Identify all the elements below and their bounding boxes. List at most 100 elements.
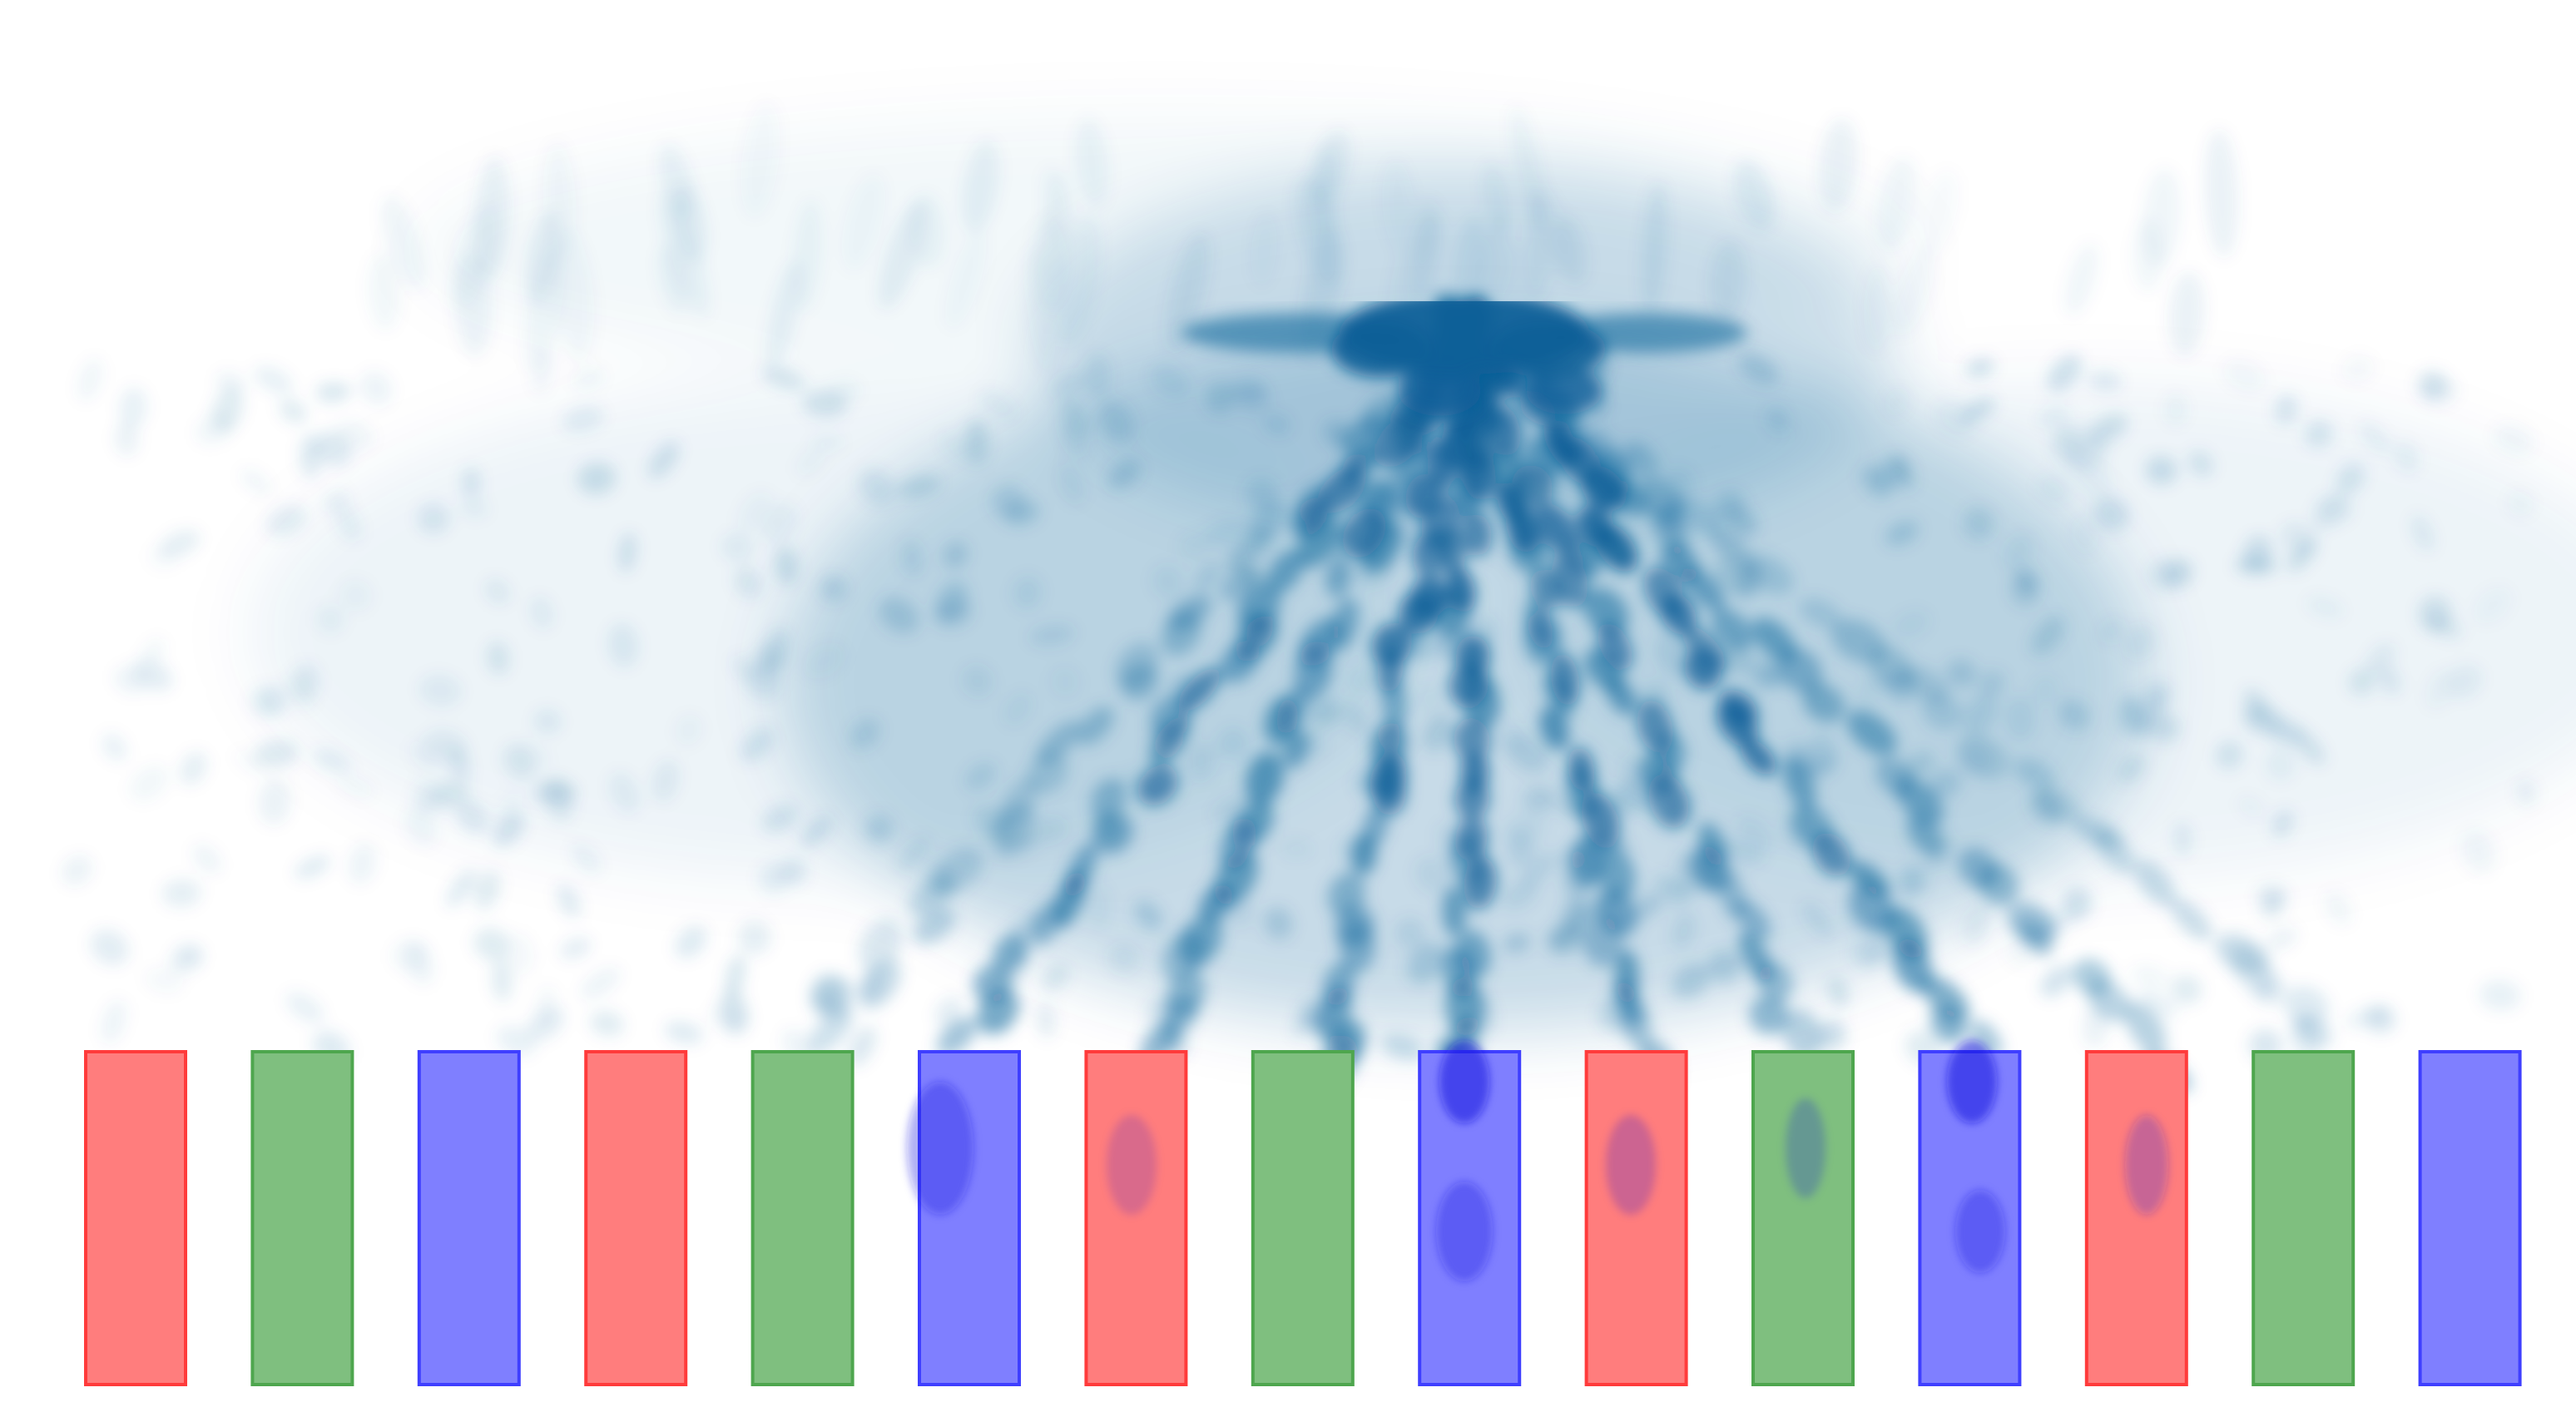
background-speckle <box>113 666 148 694</box>
background-speckle <box>2010 575 2039 607</box>
background-speckle <box>864 815 894 844</box>
background-speckle <box>312 748 351 773</box>
upper-streak <box>1876 156 1917 250</box>
background-speckle <box>2237 796 2265 818</box>
background-speckle <box>1908 803 1935 848</box>
upper-streak <box>1482 162 1511 232</box>
background-speckle <box>90 929 130 965</box>
background-speckle <box>448 747 471 780</box>
background-speckle <box>2275 394 2298 425</box>
background-speckle <box>2139 989 2177 1018</box>
background-speckle <box>1152 565 1184 599</box>
background-speckle <box>2086 414 2128 445</box>
upper-streak <box>526 211 561 305</box>
background-speckle <box>1323 419 1354 447</box>
interference-spot <box>2134 860 2176 906</box>
background-speckle <box>2118 755 2145 783</box>
background-speckle <box>923 862 956 894</box>
background-speckle <box>1414 856 1448 893</box>
interference-spot <box>1120 663 1159 701</box>
upper-streak <box>553 230 595 362</box>
background-speckle <box>879 597 919 634</box>
background-speckle <box>1736 815 1774 853</box>
background-speckle <box>1965 358 1995 377</box>
upper-streak <box>1510 106 1546 230</box>
background-speckle <box>1869 901 1895 933</box>
background-speckle <box>2148 714 2180 742</box>
interference-spot <box>1782 1008 1823 1060</box>
near-field-lobe <box>1947 1040 1997 1123</box>
background-speckle <box>2071 516 2098 555</box>
background-speckle <box>1013 576 1042 610</box>
element-bar-red <box>84 1050 187 1386</box>
background-speckle <box>1088 885 1110 930</box>
background-speckle <box>1385 488 1422 518</box>
element-bar-green <box>250 1050 354 1386</box>
background-speckle <box>1502 879 1538 910</box>
background-speckle <box>899 837 929 871</box>
interference-spot <box>1333 453 1367 495</box>
interference-spot <box>1969 1019 2003 1058</box>
upper-streak <box>1055 215 1101 347</box>
upper-streak <box>961 140 1000 234</box>
background-speckle <box>664 1021 703 1044</box>
background-speckle <box>1503 812 1545 846</box>
background-speckle <box>1726 507 1758 537</box>
background-speckle <box>1151 364 1190 399</box>
background-speckle <box>811 434 845 451</box>
background-speckle <box>964 419 988 465</box>
interference-spot <box>1534 503 1578 552</box>
interference-spot <box>1219 641 1260 683</box>
background-speckle <box>1487 493 1519 516</box>
background-speckle <box>114 422 139 457</box>
background-speckle <box>2130 964 2170 988</box>
background-speckle <box>1893 611 1930 638</box>
background-speckle <box>1246 612 1274 647</box>
background-speckle <box>1042 964 1069 991</box>
background-speckle <box>1588 836 1631 855</box>
background-speckle <box>1960 398 1996 423</box>
background-speckle <box>1381 1034 1424 1061</box>
background-speckle <box>810 971 840 1013</box>
background-speckle <box>1629 893 1662 921</box>
background-speckle <box>1711 561 1756 596</box>
background-speckle <box>761 805 799 833</box>
background-speckle <box>2341 354 2375 383</box>
background-speckle <box>819 575 848 602</box>
interference-spot <box>1583 587 1629 636</box>
background-speckle <box>1935 400 1974 437</box>
interference-spot <box>1812 832 1851 877</box>
background-speckle <box>560 937 592 959</box>
interference-spot <box>1325 557 1351 597</box>
background-speckle <box>1097 400 1135 443</box>
background-speckle <box>503 744 536 780</box>
background-speckle <box>101 1000 126 1043</box>
interference-spot <box>1777 647 1822 693</box>
interference-spot <box>1749 994 1789 1035</box>
background-speckle <box>1036 1002 1056 1039</box>
background-speckle <box>2173 822 2192 856</box>
background-speckle <box>994 834 1038 858</box>
interference-spot <box>1440 525 1466 578</box>
interference-spot <box>1162 929 1206 982</box>
interference-spot <box>1297 514 1340 568</box>
background-speckle <box>1786 741 1815 777</box>
background-speckle <box>176 944 203 966</box>
background-speckle <box>336 775 374 798</box>
background-speckle <box>1344 703 1368 735</box>
background-speckle <box>102 733 127 761</box>
interference-spot <box>1799 597 1842 629</box>
background-speckle <box>1603 906 1636 934</box>
element-bar-red <box>2084 1050 2188 1386</box>
background-speckle <box>391 939 429 971</box>
interference-spot <box>1593 523 1638 572</box>
interference-spot <box>1091 778 1127 822</box>
background-speckle <box>1860 466 1891 498</box>
interference-spot <box>2019 920 2053 957</box>
background-speckle <box>1609 445 1643 475</box>
background-speckle <box>1238 386 1271 415</box>
background-speckle <box>348 843 377 884</box>
background-speckle <box>1744 657 1781 690</box>
interference-spot <box>2125 1002 2167 1055</box>
interference-spot <box>1921 975 1970 1022</box>
